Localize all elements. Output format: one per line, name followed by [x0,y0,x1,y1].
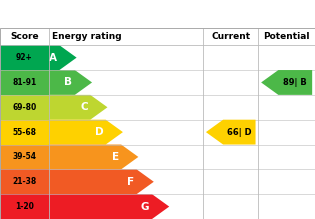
Text: Potential: Potential [263,32,310,41]
Polygon shape [49,169,154,194]
Text: 92+: 92+ [16,53,33,62]
Text: C: C [80,102,88,112]
Polygon shape [261,70,312,95]
Bar [0,70,49,95]
Text: Energy Efficiency Rating: Energy Efficiency Rating [9,7,181,21]
Text: B: B [64,78,72,87]
Text: Current: Current [211,32,250,41]
Polygon shape [49,70,92,95]
Polygon shape [49,194,169,219]
Polygon shape [49,95,107,120]
Bar [0,169,49,194]
Polygon shape [206,120,255,145]
Bar [0,120,49,145]
Text: 89| B: 89| B [284,78,307,87]
Polygon shape [49,45,77,70]
Text: E: E [112,152,119,162]
Bar [0,45,49,70]
Bar [0,95,49,120]
Text: Energy rating: Energy rating [52,32,122,41]
Text: D: D [94,127,103,137]
Polygon shape [49,145,138,169]
Text: A: A [49,53,57,63]
Polygon shape [49,120,123,145]
Text: G: G [141,201,150,212]
Bar [0,194,49,219]
Text: 55-68: 55-68 [12,128,37,137]
Text: Score: Score [10,32,39,41]
Text: 21-38: 21-38 [12,177,37,186]
Bar [0,145,49,169]
Text: 66| D: 66| D [227,128,252,137]
Text: 69-80: 69-80 [12,103,37,112]
Text: 81-91: 81-91 [12,78,37,87]
Text: 39-54: 39-54 [12,152,37,161]
Text: 1-20: 1-20 [15,202,34,211]
Text: F: F [127,177,134,187]
